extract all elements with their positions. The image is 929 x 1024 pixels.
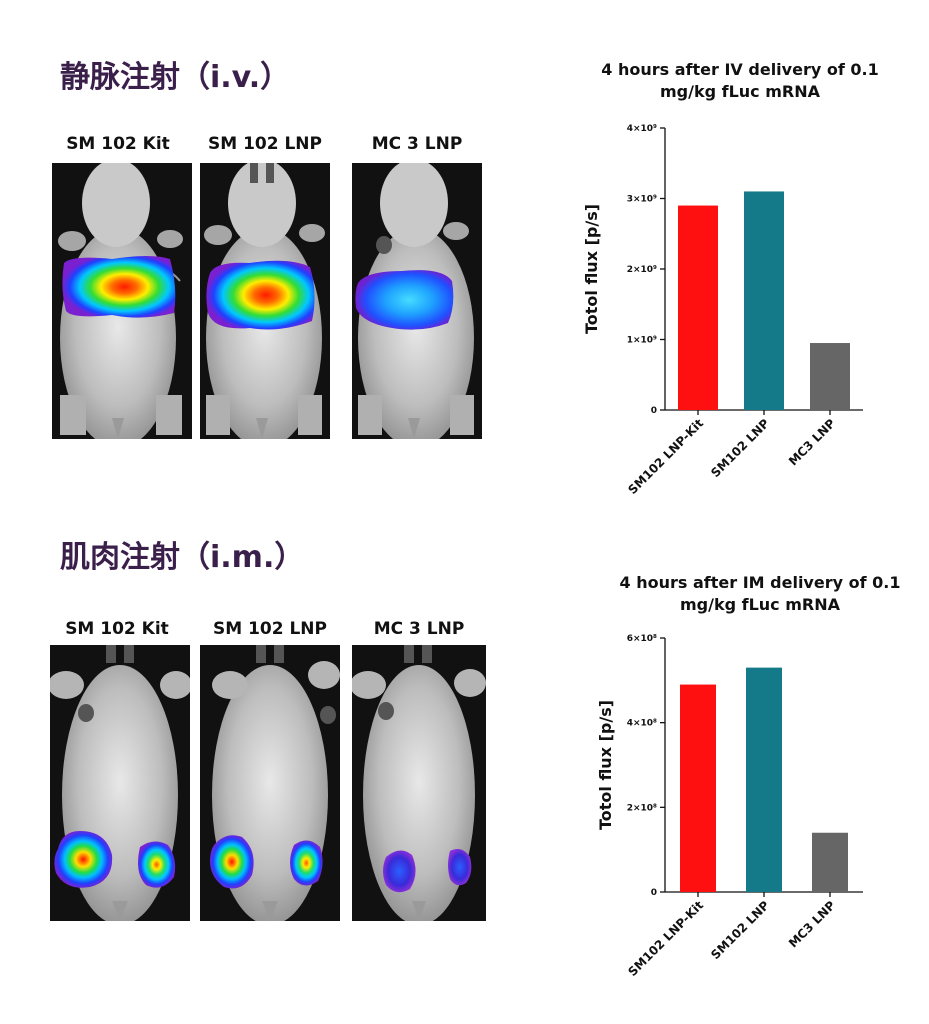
x-category-label: MC3 LNP [786,898,838,950]
y-tick-label: 4×10⁹ [627,124,657,134]
bar-3 [812,832,848,892]
chart-title-line: 4 hours after IV delivery of 0.1 [601,60,878,79]
im-panel-label-3: MC 3 LNP [373,619,465,639]
iv-panel-label-3: MC 3 LNP [371,134,463,154]
bar-2 [744,191,784,410]
y-axis-label: Totol flux [p/s] [596,700,615,830]
im-mouse-image-2 [200,645,340,921]
im-mouse-image-1 [50,645,190,921]
x-category-label: SM102 LNP [708,898,772,962]
im-panel-label-1: SM 102 Kit [65,619,169,639]
im-panel-label-2: SM 102 LNP [212,619,327,639]
y-tick-label: 1×10⁹ [627,336,657,346]
im-flux-bar-chart: 4 hours after IM delivery of 0.1 mg/kg fL… [596,573,901,979]
x-category-label: SM102 LNP-Kit [625,416,706,497]
iv-panel-label-2: SM 102 LNP [207,134,322,154]
im-section-title: 肌肉注射（i.m.） [60,540,305,575]
y-tick-label: 3×10⁹ [627,195,657,205]
iv-mouse-image-1 [52,163,192,439]
y-tick-label: 0 [651,406,657,416]
iv-section-title: 静脉注射（i.v.） [60,60,291,95]
bar-2 [746,667,782,892]
iv-flux-bar-chart: 4 hours after IV delivery of 0.1 mg/kg fL… [582,60,879,497]
y-tick-label: 4×10⁸ [627,719,657,729]
y-axis-label: Totol flux [p/s] [582,204,601,334]
bar-3 [810,343,850,410]
y-tick-label: 2×10⁸ [627,803,657,813]
x-category-label: SM102 LNP-Kit [625,898,706,979]
iv-mouse-image-3 [352,163,482,439]
bar-1 [680,684,716,892]
iv-panel-label-1: SM 102 Kit [66,134,170,154]
y-tick-label: 0 [651,888,657,898]
chart-title-line: mg/kg fLuc mRNA [660,82,821,101]
chart-title-line: 4 hours after IM delivery of 0.1 [620,573,901,592]
x-category-label: MC3 LNP [786,416,838,468]
x-category-label: SM102 LNP [708,416,772,480]
chart-title-line: mg/kg fLuc mRNA [680,595,841,614]
y-tick-label: 2×10⁹ [627,265,657,275]
bar-1 [678,205,718,410]
im-mouse-image-3 [352,645,486,921]
y-tick-label: 6×10⁸ [627,634,657,644]
iv-mouse-image-2 [200,163,330,439]
